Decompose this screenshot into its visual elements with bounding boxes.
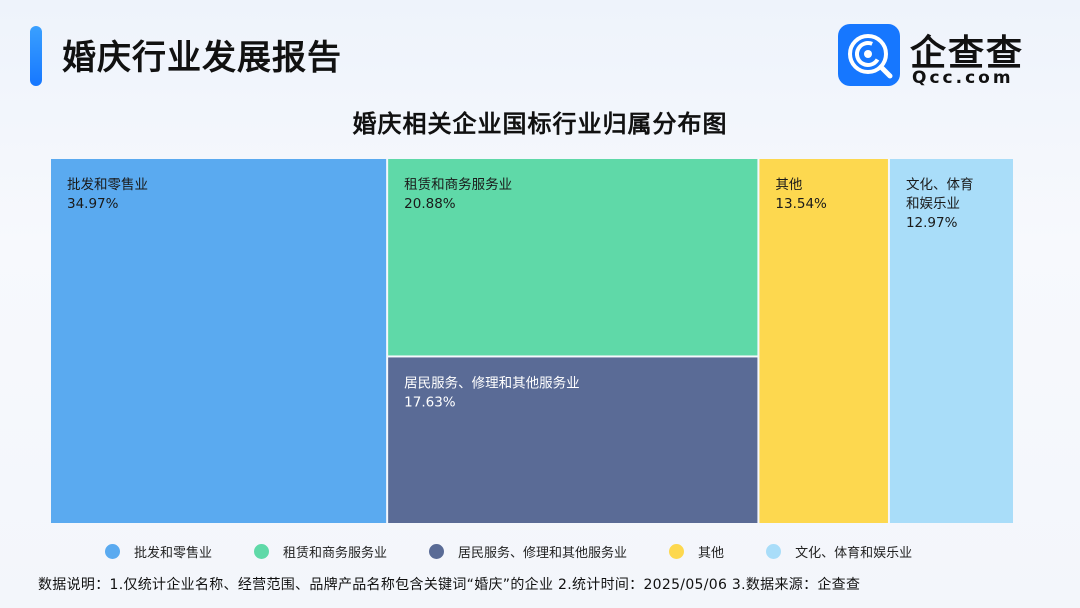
legend-item: 租赁和商务服务业 xyxy=(254,542,387,561)
treemap-value-label: 34.97% xyxy=(67,196,119,212)
title-accent-bar xyxy=(30,26,42,86)
treemap-value-label: 13.54% xyxy=(775,196,827,212)
treemap-category-label: 其他 xyxy=(775,177,802,193)
legend-label: 批发和零售业 xyxy=(134,545,213,561)
treemap-category-label: 居民服务、修理和其他服务业 xyxy=(404,375,580,391)
legend-label: 租赁和商务服务业 xyxy=(283,545,388,561)
logo-domain: Qcc.com xyxy=(912,68,1014,88)
treemap-category-label: 租赁和商务服务业 xyxy=(404,177,512,193)
treemap-cell xyxy=(388,159,758,356)
treemap-cell xyxy=(388,357,758,523)
legend-swatch xyxy=(105,543,120,559)
treemap-category-label: 文化、体育 xyxy=(906,177,974,193)
treemap-cell xyxy=(51,159,387,523)
legend-swatch xyxy=(254,543,270,559)
treemap-value-label: 12.97% xyxy=(906,215,958,231)
legend-item: 其他 xyxy=(669,542,724,561)
data-footnote: 数据说明：1.仅统计企业名称、经营范围、品牌产品名称包含关键词“婚庆”的企业 2… xyxy=(38,577,861,593)
legend-swatch xyxy=(669,543,685,559)
legend-label: 居民服务、修理和其他服务业 xyxy=(458,545,628,561)
report-title: 婚庆行业发展报告 xyxy=(62,38,342,78)
treemap-category-label: 和娱乐业 xyxy=(906,196,960,212)
legend-label: 其他 xyxy=(698,545,725,561)
legend-item: 批发和零售业 xyxy=(105,542,212,561)
logo-name: 企查查 xyxy=(910,33,1025,74)
legend-swatch xyxy=(766,543,782,559)
legend-item: 文化、体育和娱乐业 xyxy=(766,542,912,561)
treemap-category-label: 批发和零售业 xyxy=(67,177,148,193)
qcc-logo: 企查查 Qcc.com xyxy=(838,24,1048,90)
legend-label: 文化、体育和娱乐业 xyxy=(795,545,913,561)
chart-legend: 批发和零售业 租赁和商务服务业 居民服务、修理和其他服务业 其他 文化、体育和娱… xyxy=(105,540,954,562)
qcc-logo-icon xyxy=(838,24,900,86)
chart-title: 婚庆相关企业国标行业归属分布图 xyxy=(352,110,728,138)
treemap-chart: 批发和零售业 34.97% 租赁和商务服务业 20.88% 居民服务、修理和其他服务业 1… xyxy=(51,159,1013,523)
treemap-value-label: 20.88% xyxy=(404,196,456,212)
treemap-cell xyxy=(889,159,1013,523)
legend-swatch xyxy=(429,543,445,559)
treemap-value-label: 17.63% xyxy=(404,394,456,410)
legend-item: 居民服务、修理和其他服务业 xyxy=(429,542,627,561)
treemap-cell xyxy=(759,159,888,523)
